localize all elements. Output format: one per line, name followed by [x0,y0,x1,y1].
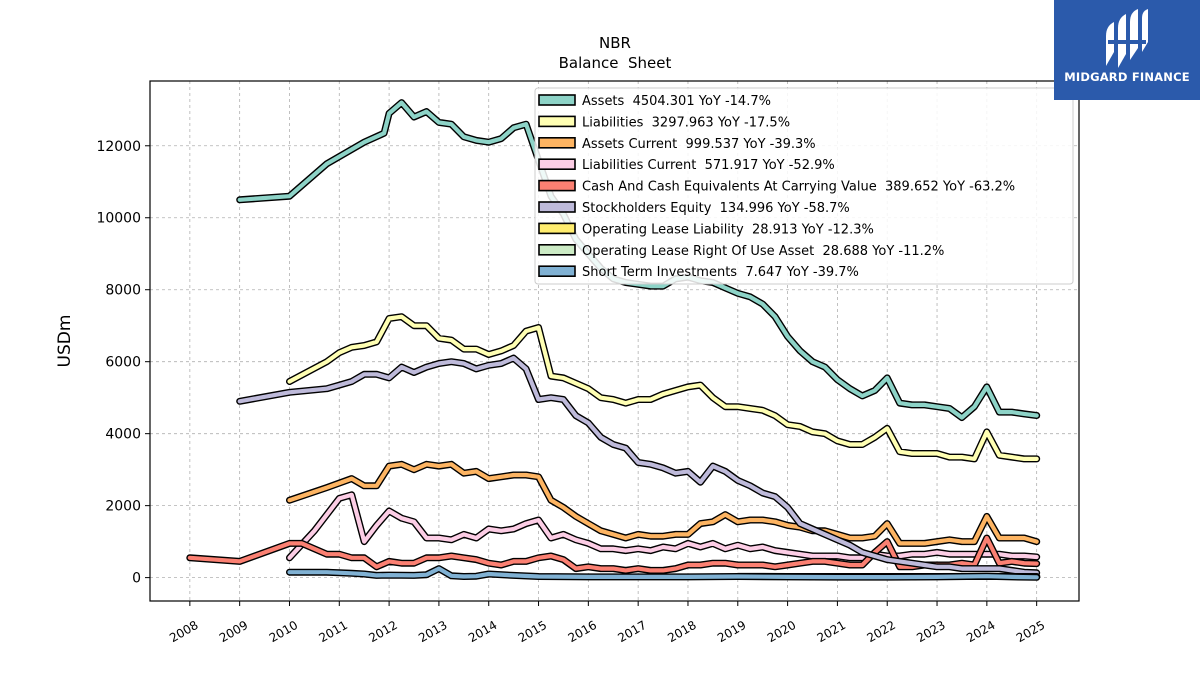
legend-swatch [538,137,576,149]
x-tick-label: 2013 [416,618,449,645]
legend-entry: Cash And Cash Equivalents At Carrying Va… [582,180,1015,195]
series-line [287,492,1039,560]
y-tick-label: 10000 [96,211,141,227]
brand-name: MIDGARD FINANCE [1064,70,1190,84]
x-tick-label: 2012 [366,618,399,645]
x-tick-label: 2017 [615,618,648,645]
x-tick-label: 2023 [914,618,947,645]
y-tick-label: 4000 [105,427,141,443]
x-tick-label: 2018 [665,618,698,645]
legend-swatch [538,179,576,192]
brand-logo: MIDGARD FINANCE [1054,0,1200,100]
x-tick-label: 2015 [516,618,549,645]
x-tick-label: 2021 [815,618,848,645]
midgard-logo-icon [1106,9,1148,68]
series-outline [286,313,1041,463]
plot-area-frame [149,80,1080,602]
legend-swatch [538,265,576,278]
series-liabilities [286,313,1041,463]
y-tick-label: 8000 [105,283,141,299]
x-tick-label: 2016 [566,618,599,645]
legend-swatch [538,222,576,235]
legend-swatch [538,158,576,170]
series-line [287,314,1039,461]
series-line [237,356,1039,575]
x-tick-label: 2019 [715,618,748,645]
legend-swatch [538,94,576,106]
legend-entry: Liabilities 3297.963 YoY -17.5% [582,115,790,130]
series-liabilities-current [286,491,1041,562]
legend-swatch [538,201,576,213]
chart-title: NBR [599,34,631,52]
y-tick-label: 6000 [105,355,141,371]
legend-box [534,87,1074,285]
chart-subtitle: Balance Sheet [559,54,672,72]
legend-entry: Liabilities Current 571.917 YoY -52.9% [582,158,835,173]
series-group [186,99,1041,581]
legend-entry: Short Term Investments 7.647 YoY -39.7% [582,265,859,280]
x-tick-label: 2020 [765,618,798,645]
x-tick-label: 2009 [217,618,250,645]
legend-entry: Stockholders Equity 134.996 YoY -58.7% [582,201,850,216]
x-tick-label: 2011 [317,618,350,645]
y-axis-label: USDm [55,315,75,368]
legend-swatch [538,244,576,256]
series-short-term-investments [286,565,1041,581]
legend-swatch [538,115,576,128]
x-tick-label: 2025 [1014,618,1047,645]
x-tick-label: 2024 [964,618,997,645]
x-tick-label: 2022 [864,618,897,645]
legend: Assets 4504.301 YoY -14.7% Liabilities 32… [534,87,1074,285]
series-cash-and-cash-equivalents-at-carrying-value [186,534,1041,574]
x-tick-label: 2014 [466,618,499,645]
y-tick-label: 0 [132,571,141,587]
legend-entry: Assets 4504.301 YoY -14.7% [582,94,771,109]
series-outline [286,460,1041,547]
series-stockholders-equity [236,354,1041,577]
series-line [287,566,1039,580]
y-tick-label: 12000 [96,139,141,155]
series-assets-current [286,460,1041,547]
legend-entry: Operating Lease Right Of Use Asset 28.68… [582,244,944,259]
x-tick-label: 2010 [267,618,300,645]
legend-entry: Operating Lease Liability 28.913 YoY -12… [582,222,874,237]
series-line [287,462,1039,546]
series-line [187,535,1039,573]
legend-entry: Assets Current 999.537 YoY -39.3% [582,137,816,152]
x-tick-label: 2008 [167,618,200,645]
y-tick-label: 2000 [105,499,141,515]
